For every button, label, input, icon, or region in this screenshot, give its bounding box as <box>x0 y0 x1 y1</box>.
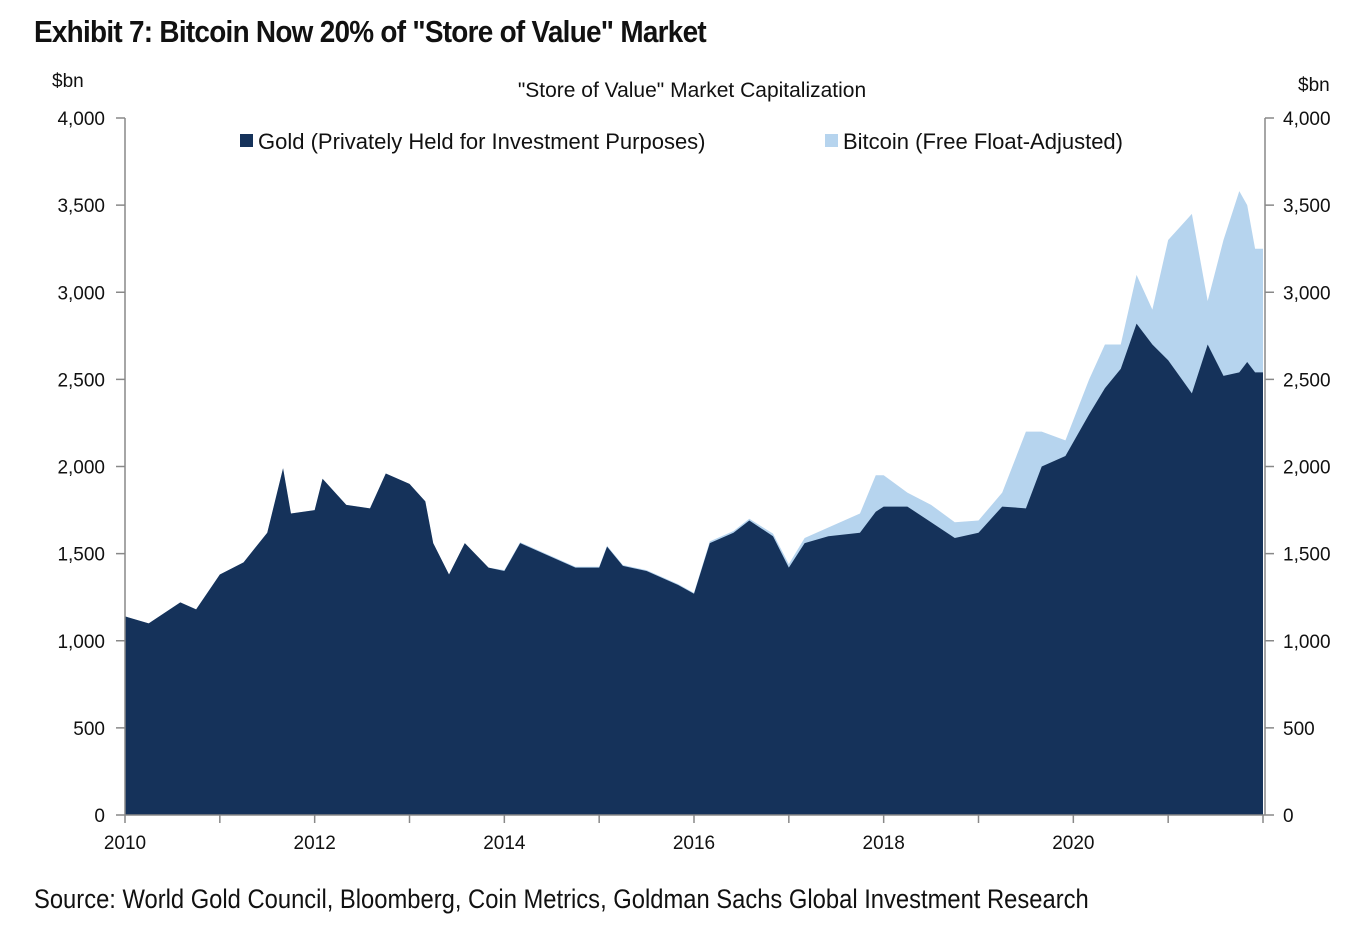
legend-label-bitcoin: Bitcoin (Free Float-Adjusted) <box>843 129 1123 154</box>
left-y-tick-label: 3,000 <box>57 283 105 304</box>
left-y-tick-label: 1,000 <box>57 632 105 653</box>
right-y-tick-label: 2,500 <box>1283 370 1331 391</box>
left-y-tick-label: 1,500 <box>57 545 105 566</box>
exhibit-title: Exhibit 7: Bitcoin Now 20% of "Store of … <box>34 14 707 49</box>
plot-area <box>125 191 1263 815</box>
right-y-tick-label: 3,000 <box>1283 283 1331 304</box>
legend: Gold (Privately Held for Investment Purp… <box>240 129 1123 154</box>
left-y-tick-label: 3,500 <box>57 196 105 217</box>
x-tick-label: 2014 <box>483 833 526 854</box>
right-y-tick-label: 2,000 <box>1283 458 1331 479</box>
x-tick-label: 2016 <box>673 833 715 854</box>
legend-label-gold: Gold (Privately Held for Investment Purp… <box>258 129 706 154</box>
left-y-tick-label: 4,000 <box>57 109 105 130</box>
left-y-tick-label: 0 <box>94 806 105 827</box>
chart-title: "Store of Value" Market Capitalization <box>518 79 866 102</box>
gold-area <box>125 323 1263 815</box>
source-note: Source: World Gold Council, Bloomberg, C… <box>34 884 1089 914</box>
right-y-tick-label: 1,000 <box>1283 632 1331 653</box>
left-y-tick-label: 2,000 <box>57 458 105 479</box>
legend-swatch-gold <box>240 134 253 147</box>
left-y-tick-label: 500 <box>73 719 105 740</box>
x-tick-label: 2018 <box>863 833 905 854</box>
right-y-tick-label: 0 <box>1283 806 1294 827</box>
x-tick-label: 2020 <box>1052 833 1094 854</box>
right-y-tick-label: 3,500 <box>1283 196 1331 217</box>
x-tick-label: 2010 <box>104 833 146 854</box>
legend-swatch-bitcoin <box>825 134 838 147</box>
left-axis-unit: $bn <box>52 71 84 92</box>
x-tick-label: 2012 <box>294 833 336 854</box>
left-y-tick-label: 2,500 <box>57 370 105 391</box>
right-y-tick-label: 4,000 <box>1283 109 1331 130</box>
right-y-tick-label: 1,500 <box>1283 545 1331 566</box>
right-y-tick-label: 500 <box>1283 719 1315 740</box>
axes: 0 0 500 500 1,000 1,000 1,500 1,500 2,000 2,000 2,… <box>57 109 1330 854</box>
right-axis-unit: $bn <box>1298 75 1330 96</box>
